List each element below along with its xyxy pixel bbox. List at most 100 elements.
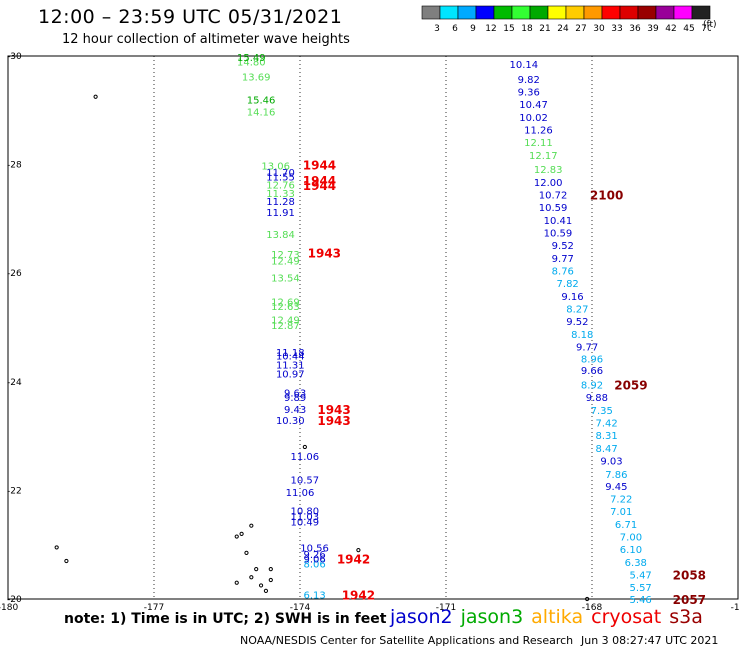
wave-height-label: 11.91 bbox=[266, 208, 295, 219]
pass-time-label: 1942 bbox=[337, 552, 370, 566]
wave-height-label: 7.00 bbox=[620, 533, 642, 544]
wave-height-label: 7.82 bbox=[557, 279, 579, 290]
wave-height-label: 6.71 bbox=[615, 520, 637, 531]
pass-time-label: 1943 bbox=[317, 414, 350, 428]
wave-height-label: 11.26 bbox=[524, 125, 553, 136]
wave-height-label: 8.06 bbox=[303, 560, 325, 571]
pass-time-label: 1943 bbox=[317, 403, 350, 417]
island-outline bbox=[249, 575, 254, 580]
colorbar-label: 24 bbox=[557, 24, 569, 34]
wave-height-label: 12.76 bbox=[266, 181, 295, 192]
y-tick-label: -26 bbox=[7, 269, 22, 279]
colorbar-label: 21 bbox=[539, 24, 550, 34]
pass-time-label: 2058 bbox=[673, 569, 706, 583]
island-outline bbox=[268, 577, 273, 583]
colorbar-label: 9 bbox=[470, 24, 476, 34]
wave-height-label: 12.69 bbox=[271, 297, 300, 308]
wave-height-label: 10.59 bbox=[544, 228, 573, 239]
wave-height-label: 12.83 bbox=[534, 165, 563, 176]
wave-height-label: 8.76 bbox=[552, 266, 574, 277]
wave-height-label: 11.33 bbox=[266, 189, 295, 200]
island-outline bbox=[93, 94, 98, 99]
wave-height-label: 13.84 bbox=[266, 230, 295, 241]
colorbar-label: 30 bbox=[593, 24, 605, 34]
island-outline bbox=[585, 596, 590, 602]
wave-height-label: 10.72 bbox=[539, 190, 568, 201]
wave-height-label: 5.47 bbox=[630, 571, 652, 582]
wave-height-label: 10.02 bbox=[519, 113, 548, 124]
footer-credit: NOAA/NESDIS Center for Satellite Applica… bbox=[240, 634, 574, 647]
x-tick-label: -168 bbox=[582, 603, 603, 613]
wave-height-label: 10.49 bbox=[291, 517, 320, 528]
wave-height-label: 13.54 bbox=[271, 274, 300, 285]
colorbar-label: 70 bbox=[701, 24, 711, 34]
wave-height-label: 12.49 bbox=[271, 315, 300, 326]
wave-height-label: 11.70 bbox=[266, 168, 295, 179]
wave-height-label: 9.77 bbox=[576, 343, 598, 354]
legend-entry-altika: altika bbox=[531, 606, 584, 628]
wave-height-label: 9.88 bbox=[586, 393, 608, 404]
x-tick-label: -171 bbox=[436, 603, 456, 613]
footer-note: note: 1) Time is in UTC; 2) SWH is in fe… bbox=[64, 611, 387, 627]
wave-height-label: 10.59 bbox=[539, 203, 568, 214]
wave-height-label: 6.38 bbox=[625, 558, 647, 569]
colorbar-label: 6 bbox=[452, 24, 458, 34]
wave-height-label: 11.06 bbox=[291, 452, 320, 463]
wave-height-label: 10.80 bbox=[291, 506, 320, 517]
wave-height-label: 10.56 bbox=[300, 543, 329, 554]
colorbar-label: 3 bbox=[434, 24, 440, 34]
legend-entry-jason3: jason3 bbox=[460, 606, 524, 628]
plot-frame bbox=[7, 55, 739, 600]
wave-height-label: 12.17 bbox=[529, 151, 558, 162]
wave-height-label: 8.18 bbox=[571, 330, 593, 341]
wave-height-label: 11.31 bbox=[276, 360, 305, 371]
wave-height-label: 6.13 bbox=[303, 591, 325, 602]
wave-height-label: 5.46 bbox=[630, 595, 652, 606]
page-title: 12:00 – 23:59 UTC 05/31/2021 bbox=[38, 6, 343, 28]
x-tick-label: -16 bbox=[731, 603, 740, 613]
y-tick-label: -24 bbox=[7, 378, 22, 388]
wave-height-label: 10.41 bbox=[544, 216, 573, 227]
wave-height-label: 10.14 bbox=[510, 60, 539, 71]
island-outline bbox=[249, 523, 254, 528]
y-tick-label: -20 bbox=[7, 595, 22, 605]
wave-height-label: 9.63 bbox=[284, 389, 306, 400]
wave-height-label: 9.26 bbox=[303, 550, 325, 561]
pass-time-label: 1944 bbox=[303, 159, 336, 173]
wave-height-label: 8.27 bbox=[566, 304, 588, 315]
wave-height-label: 11.18 bbox=[276, 348, 305, 359]
wave-height-label: 7.42 bbox=[595, 419, 617, 430]
wave-height-label: 15.46 bbox=[247, 95, 276, 106]
legend-entry-cryosat: cryosat bbox=[591, 606, 662, 628]
colorbar-label: 15 bbox=[503, 24, 514, 34]
wave-height-label: 9.03 bbox=[600, 457, 622, 468]
island-outline bbox=[268, 567, 273, 572]
pass-time-label: 2100 bbox=[590, 188, 623, 202]
wave-height-label: 9.77 bbox=[552, 254, 574, 265]
wave-height-label: 9.06 bbox=[303, 554, 325, 565]
colorbar-label: 27 bbox=[575, 24, 586, 34]
wave-height-label: 12.63 bbox=[271, 302, 300, 313]
wave-height-label: 12.73 bbox=[271, 250, 300, 261]
colorbar-label: 18 bbox=[521, 24, 533, 34]
wave-height-label: 11.55 bbox=[266, 173, 295, 184]
legend-entry-jason2: jason2 bbox=[390, 606, 453, 628]
satellite-legend: jason2 jason3 altika cryosat s3a bbox=[390, 606, 711, 628]
island-outline bbox=[244, 550, 249, 555]
pass-time-label: 1943 bbox=[308, 247, 341, 261]
wave-height-label: 15.49 bbox=[237, 53, 266, 64]
colorbar-label: 42 bbox=[665, 24, 676, 34]
wave-height-label: 13.69 bbox=[242, 73, 271, 84]
wave-height-label: 14.16 bbox=[247, 107, 276, 118]
x-tick-label: -174 bbox=[290, 603, 311, 613]
colorbar-swatch bbox=[691, 5, 711, 20]
wave-height-label: 11.03 bbox=[291, 512, 320, 523]
wave-height-label: 12.11 bbox=[524, 138, 553, 149]
y-tick-label: -28 bbox=[7, 161, 22, 171]
wave-height-label: 9.89 bbox=[284, 393, 306, 404]
colorbar-label: 36 bbox=[629, 24, 641, 34]
wave-height-label: 7.22 bbox=[610, 495, 632, 506]
wave-height-label: 9.52 bbox=[552, 241, 574, 252]
y-tick-label: -30 bbox=[7, 52, 22, 62]
